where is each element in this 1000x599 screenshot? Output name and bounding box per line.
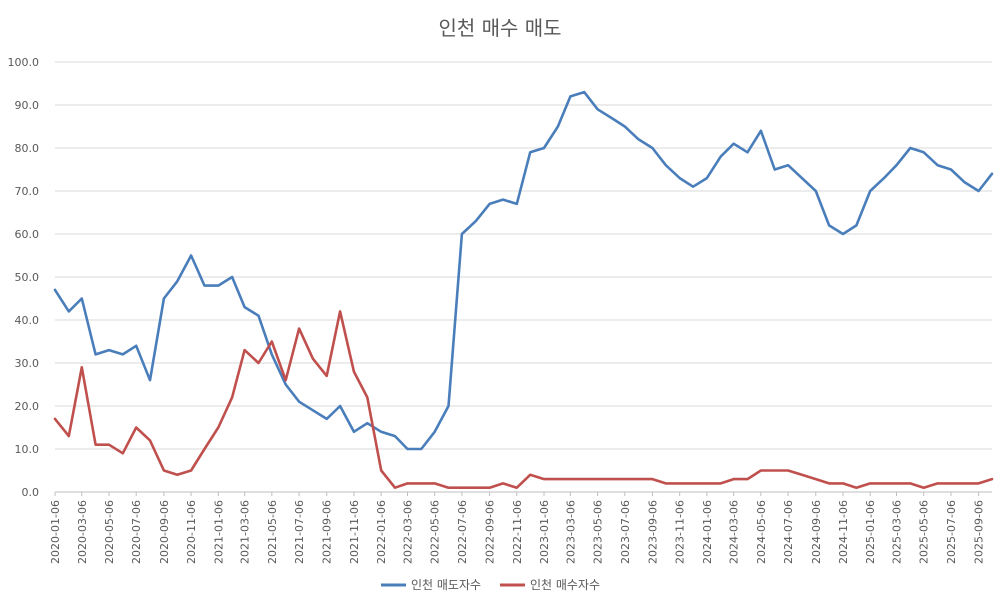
x-tick-label: 2024-09-06 — [810, 500, 823, 564]
x-tick-label: 2025-01-06 — [864, 500, 877, 564]
x-tick-label: 2024-05-06 — [755, 500, 768, 564]
y-tick-label: 10.0 — [15, 443, 40, 456]
x-tick-label: 2025-05-06 — [918, 500, 931, 564]
x-tick-label: 2022-05-06 — [429, 500, 442, 564]
x-tick-label: 2024-03-06 — [728, 500, 741, 564]
y-tick-label: 90.0 — [15, 99, 40, 112]
y-tick-label: 0.0 — [22, 486, 40, 499]
x-tick-label: 2022-07-06 — [456, 500, 469, 564]
x-tick-label: 2023-09-06 — [646, 500, 659, 564]
y-tick-label: 70.0 — [15, 185, 40, 198]
x-tick-label: 2022-11-06 — [511, 500, 524, 564]
x-tick-label: 2023-05-06 — [592, 500, 605, 564]
y-tick-label: 50.0 — [15, 271, 40, 284]
x-tick-label: 2021-05-06 — [266, 500, 279, 564]
x-tick-label: 2022-01-06 — [375, 500, 388, 564]
y-tick-label: 30.0 — [15, 357, 40, 370]
y-axis-tick-labels: 0.0 10.0 20.0 30.0 40.0 50.0 60.0 70.0 80.0 90.0 1… — [8, 56, 40, 499]
y-tick-label: 60.0 — [15, 228, 40, 241]
x-tick-label: 2020-03-06 — [76, 500, 89, 564]
legend-label: 인천 매도자수 — [411, 577, 481, 592]
y-tick-label: 40.0 — [15, 314, 40, 327]
x-tick-label: 2023-11-06 — [674, 500, 687, 564]
gridlines — [55, 61, 992, 493]
x-tick-label: 2024-11-06 — [837, 500, 850, 564]
x-tick-label: 2025-09-06 — [973, 500, 986, 564]
series-line-2 — [53, 310, 994, 490]
x-tick-label: 2020-01-06 — [49, 500, 62, 564]
x-tick-label: 2021-11-06 — [348, 500, 361, 564]
x-tick-label: 2021-03-06 — [239, 500, 252, 564]
legend-label: 인천 매수자수 — [530, 577, 600, 592]
x-tick-label: 2020-11-06 — [185, 500, 198, 564]
x-axis-tick-labels: 2020-01-06 2020-03-06 2020-05-06 2020-07-06… — [49, 492, 986, 564]
y-tick-label: 20.0 — [15, 400, 40, 413]
x-tick-label: 2025-07-06 — [945, 500, 958, 564]
x-tick-label: 2023-07-06 — [619, 500, 632, 564]
chart-title: 인천 매수 매도 — [438, 16, 561, 40]
x-tick-label: 2024-07-06 — [782, 500, 795, 564]
x-tick-label: 2020-07-06 — [130, 500, 143, 564]
series-lines — [53, 90, 994, 490]
series-line-1 — [53, 90, 994, 451]
x-tick-label: 2020-09-06 — [158, 500, 171, 564]
x-tick-label: 2023-03-06 — [564, 500, 577, 564]
x-tick-label: 2022-03-06 — [401, 500, 414, 564]
legend: 인천 매도자수 인천 매수자수 — [381, 577, 600, 592]
x-tick-label: 2022-09-06 — [484, 500, 497, 564]
x-tick-label: 2025-03-06 — [891, 500, 904, 564]
y-tick-label: 80.0 — [15, 142, 40, 155]
x-tick-label: 2024-01-06 — [701, 500, 714, 564]
x-tick-label: 2021-07-06 — [293, 500, 306, 564]
x-tick-label: 2021-01-06 — [212, 500, 225, 564]
y-tick-label: 100.0 — [8, 56, 40, 69]
x-tick-label: 2021-09-06 — [321, 500, 334, 564]
x-tick-label: 2023-01-06 — [538, 500, 551, 564]
x-tick-label: 2020-05-06 — [103, 500, 116, 564]
